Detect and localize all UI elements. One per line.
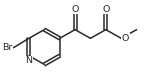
Text: Br: Br [2,43,13,52]
Text: N: N [25,56,32,65]
Text: O: O [71,5,79,14]
Text: O: O [102,5,109,14]
Text: O: O [122,34,129,43]
